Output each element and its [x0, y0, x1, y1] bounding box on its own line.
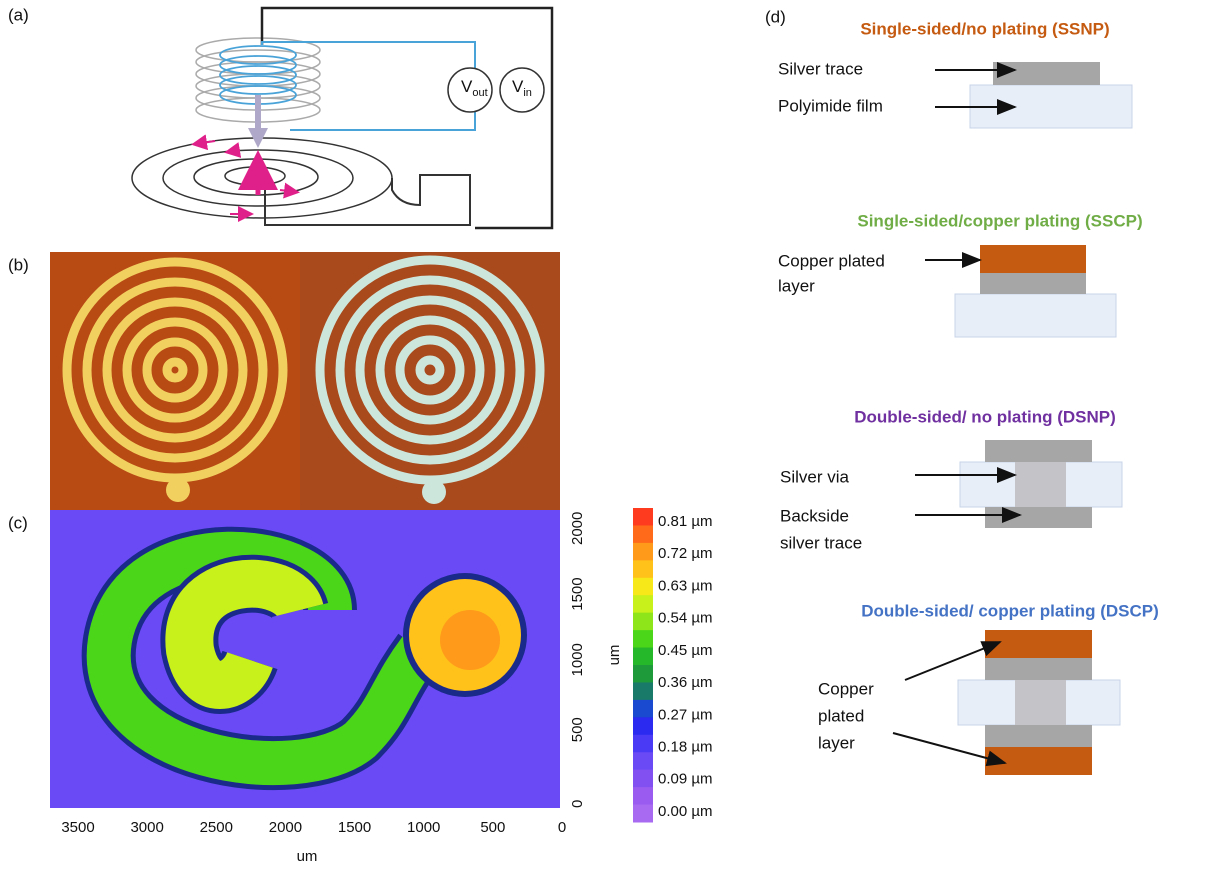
colorbar-band — [633, 525, 653, 543]
colorbar-label: 0.81 µm — [658, 513, 713, 530]
y-tick-label: 2000 — [569, 512, 586, 545]
x-tick-label: 1500 — [338, 819, 371, 836]
label: Silver trace — [778, 59, 863, 78]
y-axis-label: um — [606, 645, 623, 666]
silver-trace — [985, 725, 1092, 747]
silver-via — [1015, 680, 1066, 725]
colorbar-band — [633, 735, 653, 753]
height-map — [50, 510, 560, 808]
colorbar-band — [633, 700, 653, 718]
colorbar-band — [633, 682, 653, 700]
silver-trace — [980, 273, 1086, 294]
x-tick-label: 1000 — [407, 819, 440, 836]
coil-diagram — [132, 8, 552, 228]
colorbar-label: 0.36 µm — [658, 674, 713, 691]
ssnp-title: Single-sided/no plating (SSNP) — [860, 19, 1109, 38]
x-tick-label: 3000 — [130, 819, 163, 836]
label: Copper plated — [778, 251, 885, 270]
panel-label: (c) — [8, 513, 28, 532]
colorbar-band — [633, 560, 653, 578]
colorbar-band — [633, 630, 653, 648]
x-axis-label: um — [297, 848, 318, 865]
silver-trace — [985, 658, 1092, 680]
colorbar-label: 0.45 µm — [658, 642, 713, 659]
x-tick-label: 0 — [558, 819, 566, 836]
sscp-title: Single-sided/copper plating (SSCP) — [857, 211, 1142, 230]
spiral-photos — [50, 252, 560, 510]
y-tick-label: 500 — [569, 717, 586, 742]
subscript: out — [472, 87, 487, 99]
y-tick-label: 1000 — [569, 643, 586, 676]
label: layer — [778, 276, 815, 295]
label: silver trace — [780, 533, 862, 552]
figure: (a) Vout Vin (b) (c) (d) Single-sided/no… — [0, 0, 1225, 869]
colorbar-band — [633, 752, 653, 770]
polyimide — [955, 294, 1116, 337]
colorbar-band — [633, 613, 653, 631]
colorbar-band — [633, 787, 653, 805]
symbol: V — [461, 77, 473, 96]
symbol: V — [512, 77, 524, 96]
copper-layer — [980, 245, 1086, 273]
colorbar-band — [633, 805, 653, 823]
label: plated — [818, 706, 864, 725]
y-tick-label: 0 — [569, 800, 586, 808]
x-tick-label: 3500 — [61, 819, 94, 836]
panel-label: (d) — [765, 7, 786, 26]
dsnp-title: Double-sided/ no plating (DSNP) — [854, 407, 1116, 426]
panel-label: (a) — [8, 5, 29, 24]
copper-layer — [985, 630, 1092, 658]
x-tick-label: 500 — [480, 819, 505, 836]
colorbar-band — [633, 648, 653, 666]
colorbar-label: 0.54 µm — [658, 610, 713, 627]
panel-label: (b) — [8, 255, 29, 274]
x-tick-label: 2000 — [269, 819, 302, 836]
x-tick-label: 2500 — [200, 819, 233, 836]
colorbar-band — [633, 717, 653, 735]
colorbar-label: 0.27 µm — [658, 706, 713, 723]
colorbar-band — [633, 508, 653, 526]
subscript: in — [523, 87, 532, 99]
colorbar-label: 0.09 µm — [658, 771, 713, 788]
label: layer — [818, 733, 855, 752]
silver-trace — [993, 62, 1100, 85]
label: Copper — [818, 679, 874, 698]
dscp-title: Double-sided/ copper plating (DSCP) — [861, 601, 1159, 620]
silver-trace — [985, 507, 1092, 528]
colorbar-band — [633, 595, 653, 613]
label: Silver via — [780, 467, 850, 486]
label: Polyimide film — [778, 96, 883, 115]
colorbar-label: 0.72 µm — [658, 545, 713, 562]
colorbar-label: 0.63 µm — [658, 577, 713, 594]
colorbar-band — [633, 770, 653, 788]
y-tick-label: 1500 — [569, 577, 586, 610]
colorbar-band — [633, 543, 653, 561]
colorbar-label: 0.00 µm — [658, 803, 713, 820]
silver-trace — [985, 440, 1092, 462]
colorbar-band — [633, 578, 653, 596]
colorbar-band — [633, 665, 653, 683]
label: Backside — [780, 506, 849, 525]
silver-via — [1015, 462, 1066, 507]
colorbar-label: 0.18 µm — [658, 739, 713, 756]
